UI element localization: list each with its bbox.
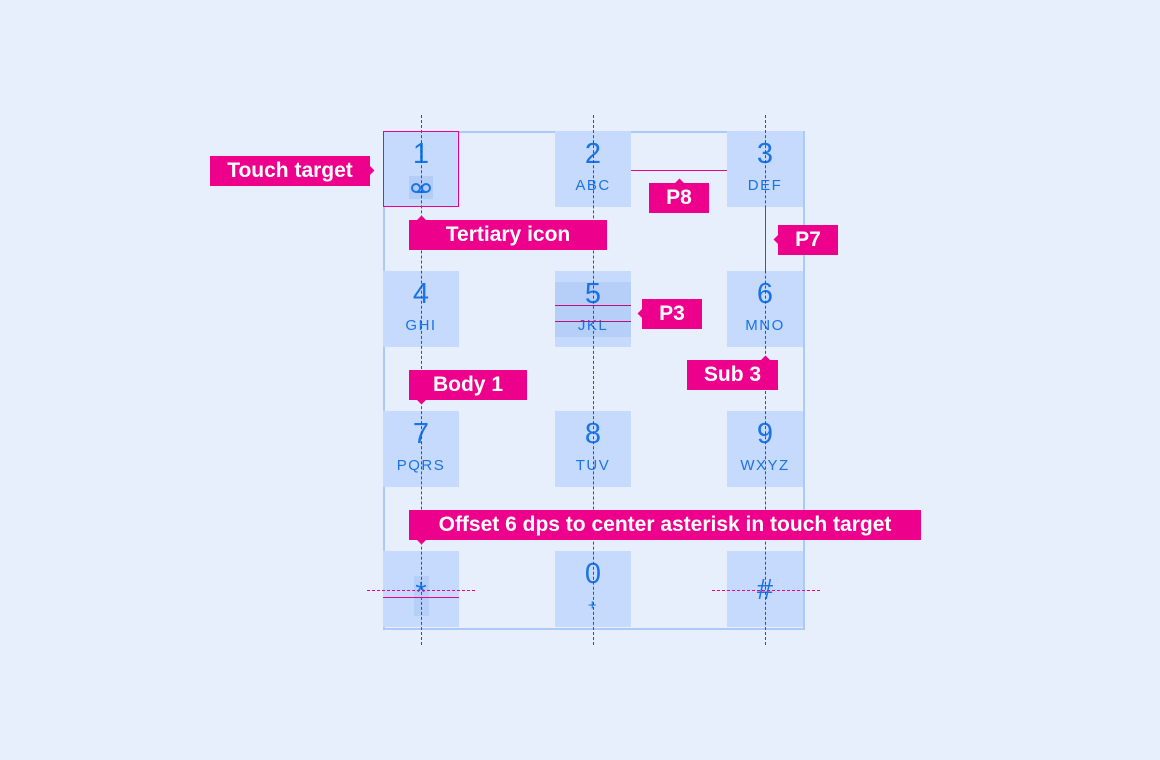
asterisk-baseline (383, 597, 459, 598)
key-digit: 6 (756, 278, 774, 310)
center-guide-line (593, 115, 594, 645)
key-letters: DEF (747, 177, 783, 194)
key-digit: 1 (412, 138, 430, 170)
label-p7: P7 (778, 225, 838, 255)
label-body1: Body 1 (409, 370, 527, 400)
key-letters: WXYZ (740, 457, 790, 474)
baseline-line (555, 321, 631, 322)
baseline-line (555, 305, 631, 306)
key-digit: 3 (756, 138, 774, 170)
key-digit: 8 (584, 418, 602, 450)
key-digit: 0 (584, 558, 602, 590)
label-sub3: Sub 3 (687, 360, 778, 390)
key-letters: ABC (575, 177, 611, 194)
p8-measure-line (631, 170, 727, 171)
key-letters: GHI (405, 317, 437, 334)
key-letters: + (587, 597, 599, 614)
key-digit: 9 (756, 418, 774, 450)
asterisk-center-guide (367, 590, 475, 591)
key-letters: TUV (575, 457, 611, 474)
hash-center-guide (712, 590, 820, 591)
key-digit: 4 (412, 278, 430, 310)
key-digit: * (415, 577, 427, 609)
key-digit: 7 (412, 418, 430, 450)
key-letters: PQRS (396, 457, 446, 474)
label-offset: Offset 6 dps to center asterisk in touch… (409, 510, 921, 540)
p7-measure-line (765, 208, 766, 271)
key-digit: 2 (584, 138, 602, 170)
label-p3: P3 (642, 299, 702, 329)
label-tertiary-icon: Tertiary icon (409, 220, 607, 250)
key-digit: 5 (584, 278, 602, 310)
label-touch-target: Touch target (210, 156, 370, 186)
key-letters: MNO (745, 317, 785, 334)
touch-target-outline (383, 131, 459, 207)
label-p8: P8 (649, 183, 709, 213)
